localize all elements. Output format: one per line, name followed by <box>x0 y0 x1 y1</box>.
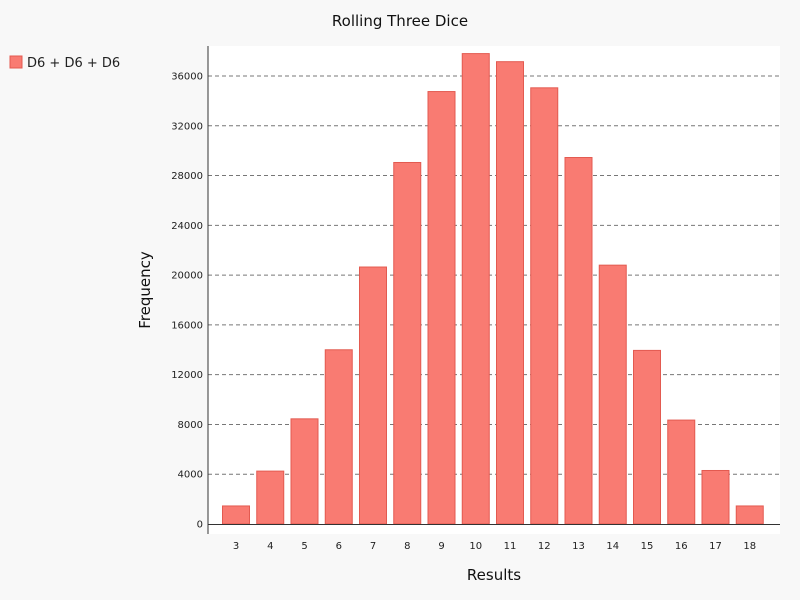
bars <box>222 53 764 525</box>
y-tick-label: 28000 <box>171 171 203 182</box>
x-tick-label: 4 <box>267 541 273 552</box>
x-tick-label: 11 <box>504 541 517 552</box>
x-tick-label: 13 <box>572 541 585 552</box>
y-tick-label: 32000 <box>171 121 203 132</box>
x-axis-ticks: 3 4 5 6 7 8 9 10 11 12 13 14 15 16 17 18 <box>233 541 756 552</box>
bar-13 <box>564 157 593 525</box>
y-tick-label: 24000 <box>171 221 203 232</box>
x-tick-label: 15 <box>641 541 654 552</box>
bar-18 <box>735 505 764 525</box>
bar-5 <box>290 418 319 525</box>
bar-10 <box>461 53 490 525</box>
bar-12 <box>530 87 559 525</box>
x-tick-label: 9 <box>438 541 444 552</box>
y-axis-title: Frequency <box>136 251 154 329</box>
legend-label: D6 + D6 + D6 <box>27 56 120 71</box>
y-tick-label: 36000 <box>171 72 203 83</box>
bar-16 <box>667 419 696 525</box>
bar-7 <box>359 266 387 525</box>
x-tick-label: 7 <box>370 541 376 552</box>
bar-8 <box>393 161 422 525</box>
bar-3 <box>222 505 250 525</box>
bar-6 <box>324 349 353 525</box>
x-tick-label: 16 <box>675 541 688 552</box>
x-axis-title: Results <box>467 566 521 584</box>
bar-14 <box>598 264 627 525</box>
y-tick-label: 8000 <box>178 420 203 431</box>
x-tick-label: 12 <box>538 541 551 552</box>
y-tick-label: 20000 <box>171 271 203 282</box>
x-tick-label: 18 <box>743 541 756 552</box>
x-tick-label: 14 <box>606 541 619 552</box>
legend-swatch <box>9 55 23 69</box>
x-tick-label: 6 <box>336 541 342 552</box>
bar-4 <box>256 470 285 525</box>
y-tick-label: 16000 <box>171 320 203 331</box>
chart-title: Rolling Three Dice <box>332 12 468 30</box>
x-tick-label: 8 <box>404 541 410 552</box>
bar-11 <box>496 61 524 525</box>
bar-9 <box>427 91 456 525</box>
bar-15 <box>633 349 661 525</box>
y-tick-label: 4000 <box>178 470 203 481</box>
legend: D6 + D6 + D6 <box>9 55 120 71</box>
x-tick-label: 3 <box>233 541 239 552</box>
x-tick-label: 10 <box>469 541 482 552</box>
x-tick-label: 5 <box>301 541 307 552</box>
y-tick-label: 0 <box>197 520 203 531</box>
y-axis-ticks: 0 4000 8000 12000 16000 20000 24000 28000 32000 3… <box>171 72 203 531</box>
bar-17 <box>701 469 730 525</box>
y-tick-label: 12000 <box>171 370 203 381</box>
x-tick-label: 17 <box>709 541 722 552</box>
